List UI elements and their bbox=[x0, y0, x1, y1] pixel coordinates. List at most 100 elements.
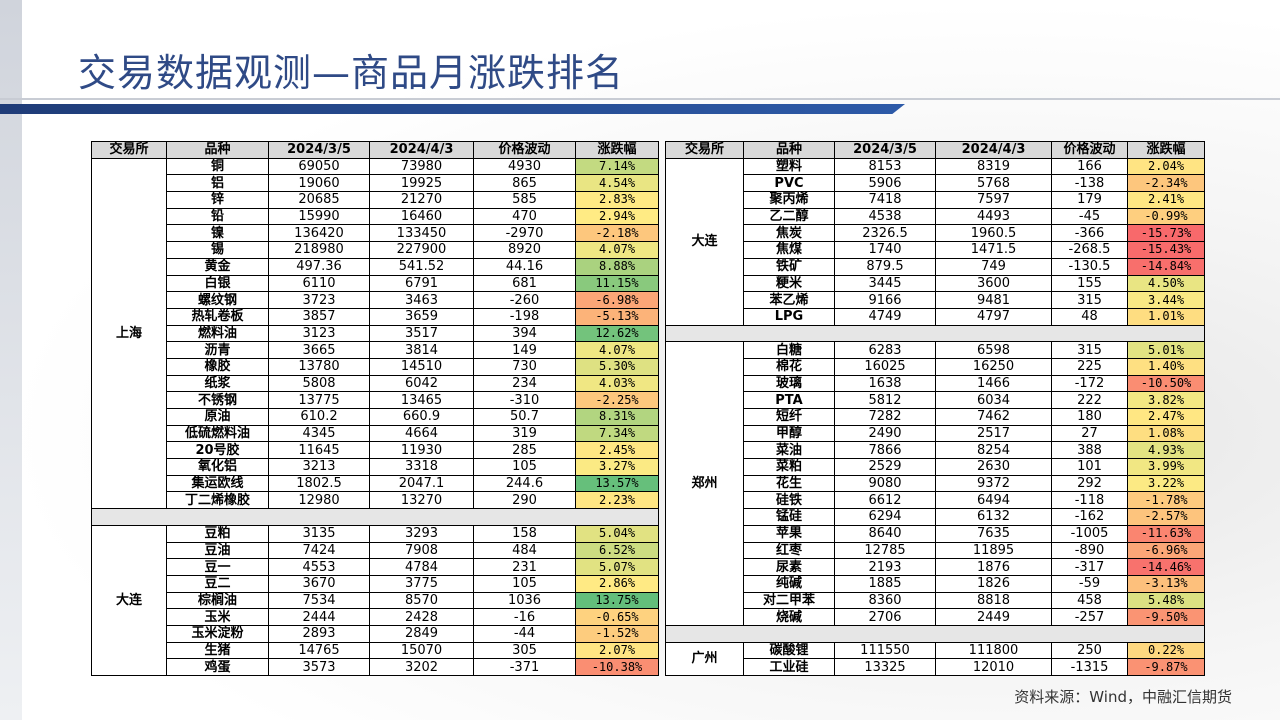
pct-change: -14.46% bbox=[1127, 558, 1205, 576]
price-start: 3573 bbox=[268, 658, 370, 676]
page-title: 交易数据观测—商品月涨跌排名 bbox=[78, 51, 625, 95]
price-start: 3670 bbox=[268, 574, 370, 593]
price-end: 2517 bbox=[935, 424, 1052, 443]
exchange-cell: 大连 bbox=[91, 524, 167, 677]
price-start: 7418 bbox=[834, 191, 936, 209]
price-start: 5906 bbox=[834, 174, 936, 193]
header-cell: 交易所 bbox=[665, 141, 744, 159]
data-row: 20号胶 11645 11930 285 2.45% bbox=[92, 441, 659, 460]
commodity: 工业硅 bbox=[743, 658, 835, 676]
data-row: 焦炭 2326.5 1960.5 -366 -15.73% bbox=[666, 224, 1205, 243]
price-end: 9372 bbox=[935, 474, 1052, 493]
price-end: 133450 bbox=[369, 224, 474, 243]
commodity: 原油 bbox=[166, 408, 269, 426]
commodity: 螺纹钢 bbox=[166, 291, 269, 309]
price-start: 111550 bbox=[834, 641, 936, 660]
right-table: 交易所 品种 2024/3/5 2024/4/3 价格波动 涨跌幅 大连 塑料 8153 8319… bbox=[665, 141, 1205, 677]
commodity: 红枣 bbox=[743, 541, 835, 560]
price-change: 8920 bbox=[473, 241, 576, 259]
pct-change: -15.73% bbox=[1127, 224, 1205, 243]
price-end: 4797 bbox=[935, 307, 1052, 326]
data-row: 苯乙烯 9166 9481 315 3.44% bbox=[666, 291, 1205, 309]
commodity: 尿素 bbox=[743, 558, 835, 576]
pct-change: -0.65% bbox=[575, 608, 659, 626]
data-row: PTA 5812 6034 222 3.82% bbox=[666, 391, 1205, 409]
pct-change: 8.88% bbox=[575, 257, 659, 276]
pct-change: 2.83% bbox=[575, 191, 659, 209]
divider bbox=[0, 98, 1280, 100]
commodity: 铁矿 bbox=[743, 257, 835, 276]
data-row: 玉米 2444 2428 -16 -0.65% bbox=[92, 608, 659, 626]
price-change: 315 bbox=[1051, 341, 1128, 359]
exchange-cell: 广州 bbox=[665, 641, 744, 677]
price-end: 4493 bbox=[935, 207, 1052, 226]
price-change: 250 bbox=[1051, 641, 1128, 660]
header-cell: 2024/4/3 bbox=[935, 141, 1052, 159]
pct-change: 8.31% bbox=[575, 408, 659, 426]
pct-change: 5.01% bbox=[1127, 341, 1205, 359]
price-change: -1005 bbox=[1051, 524, 1128, 543]
price-change: -162 bbox=[1051, 508, 1128, 526]
price-end: 16250 bbox=[935, 357, 1052, 376]
price-start: 218980 bbox=[268, 241, 370, 259]
exchange-cell: 大连 bbox=[665, 157, 744, 326]
pct-change: -10.50% bbox=[1127, 374, 1205, 393]
commodity: 生猪 bbox=[166, 641, 269, 660]
commodity: 氧化铝 bbox=[166, 458, 269, 476]
price-start: 14765 bbox=[268, 641, 370, 660]
price-change: 292 bbox=[1051, 474, 1128, 493]
commodity: 铅 bbox=[166, 207, 269, 226]
data-row: 红枣 12785 11895 -890 -6.96% bbox=[666, 541, 1205, 560]
price-start: 4749 bbox=[834, 307, 936, 326]
pct-change: 1.01% bbox=[1127, 307, 1205, 326]
pct-change: 5.07% bbox=[575, 558, 659, 576]
commodity: 锌 bbox=[166, 191, 269, 209]
header-cell: 2024/3/5 bbox=[834, 141, 936, 159]
separator-cell bbox=[665, 324, 1205, 343]
price-change: -44 bbox=[473, 624, 576, 643]
price-change: 149 bbox=[473, 341, 576, 359]
header-cell: 交易所 bbox=[91, 141, 167, 159]
price-end: 5768 bbox=[935, 174, 1052, 193]
pct-change: 0.22% bbox=[1127, 641, 1205, 660]
pct-change: 4.93% bbox=[1127, 441, 1205, 460]
separator-row bbox=[91, 508, 659, 526]
price-change: 458 bbox=[1051, 591, 1128, 610]
price-start: 2193 bbox=[834, 558, 936, 576]
price-change: -371 bbox=[473, 658, 576, 676]
price-change: 865 bbox=[473, 174, 576, 193]
price-change: 222 bbox=[1051, 391, 1128, 409]
price-end: 13270 bbox=[369, 491, 474, 510]
pct-change: -14.84% bbox=[1127, 257, 1205, 276]
price-start: 2893 bbox=[268, 624, 370, 643]
price-end: 3202 bbox=[369, 658, 474, 676]
data-row: 黄金 497.36 541.52 44.16 8.88% bbox=[92, 257, 659, 276]
pct-change: 2.04% bbox=[1127, 157, 1205, 176]
header-cell: 价格波动 bbox=[473, 141, 576, 159]
commodity: 玻璃 bbox=[743, 374, 835, 393]
exchange-cell: 郑州 bbox=[665, 341, 744, 626]
price-start: 1802.5 bbox=[268, 474, 370, 493]
header-cell: 涨跌幅 bbox=[575, 141, 659, 159]
header-row: 交易所 品种 2024/3/5 2024/4/3 价格波动 涨跌幅 bbox=[665, 141, 1205, 159]
price-start: 1638 bbox=[834, 374, 936, 393]
price-change: 305 bbox=[473, 641, 576, 660]
price-start: 5808 bbox=[268, 374, 370, 393]
price-start: 3135 bbox=[268, 524, 370, 543]
price-start: 9080 bbox=[834, 474, 936, 493]
price-change: -310 bbox=[473, 391, 576, 409]
price-end: 6042 bbox=[369, 374, 474, 393]
data-row: 纸浆 5808 6042 234 4.03% bbox=[92, 374, 659, 393]
price-end: 1466 bbox=[935, 374, 1052, 393]
commodity: 豆一 bbox=[166, 558, 269, 576]
pct-change: 3.22% bbox=[1127, 474, 1205, 493]
pct-change: 3.44% bbox=[1127, 291, 1205, 309]
price-change: -366 bbox=[1051, 224, 1128, 243]
price-change: -1315 bbox=[1051, 658, 1128, 676]
commodity: 不锈钢 bbox=[166, 391, 269, 409]
price-change: -2970 bbox=[473, 224, 576, 243]
pct-change: -2.57% bbox=[1127, 508, 1205, 526]
price-end: 21270 bbox=[369, 191, 474, 209]
price-end: 541.52 bbox=[369, 257, 474, 276]
price-change: -317 bbox=[1051, 558, 1128, 576]
